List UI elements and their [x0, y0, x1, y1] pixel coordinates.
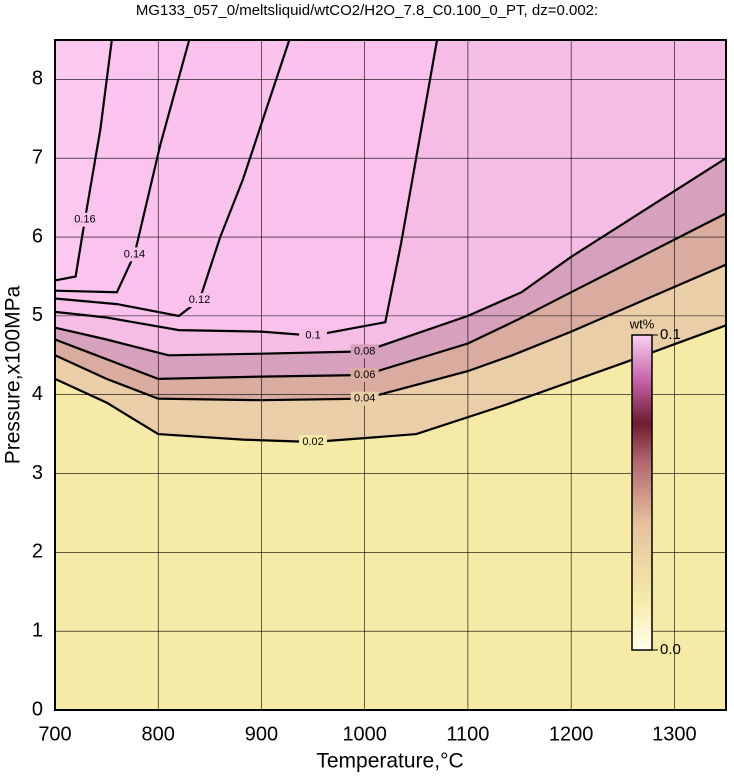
contour-label: 0.02	[302, 436, 323, 448]
y-axis-label: Pressure,x100MPa	[2, 285, 25, 464]
contour-label: 0.08	[354, 345, 375, 357]
contour-label: 0.04	[354, 393, 375, 405]
contour-label: 0.06	[354, 369, 375, 381]
y-tick-label: 8	[32, 68, 43, 90]
y-tick-label: 5	[32, 304, 43, 326]
y-tick-label: 6	[32, 225, 43, 247]
contour-fill	[55, 325, 726, 710]
contour-label-bg	[350, 368, 379, 382]
contour-label: 0.1	[305, 329, 320, 341]
x-tick-label: 1300	[652, 723, 697, 745]
contour-label-bg	[185, 293, 214, 308]
y-tick-label: 7	[32, 147, 43, 169]
plot-frame	[54, 39, 727, 711]
contour-label-bg	[120, 247, 149, 262]
colorbar-tick-label: 0.0	[660, 641, 681, 658]
y-tick-label: 2	[32, 541, 43, 563]
contour-label: 0.14	[124, 248, 145, 260]
colorbar-label: wt%	[629, 316, 655, 331]
x-axis-label: Temperature,°C	[316, 750, 463, 773]
contour-line	[54, 39, 439, 337]
plot-area: 0.16 0.14 0.12 0.1 0.08 0.06 0.04 0.02	[54, 39, 727, 711]
contour-label-bg	[299, 435, 328, 449]
contour-label: 0.12	[189, 294, 210, 306]
colorbar-tick-label: 0.1	[660, 326, 681, 343]
contour-label-bg	[350, 391, 379, 406]
x-tick-label: 800	[142, 723, 175, 745]
overlay: 700 800 900 1000 1100 1200 1300 0 1 2 3 4 5 6 7 8 wt% 0.0…	[32, 68, 697, 746]
x-tick-label: 700	[38, 723, 71, 745]
y-tick-label: 3	[32, 462, 43, 484]
y-tick-label: 0	[32, 698, 43, 720]
colorbar	[631, 334, 653, 651]
x-tick-label: 1000	[342, 723, 387, 745]
chart-title: MG133_057_0/meltsliquid/wtCO2/H2O_7.8_C0…	[136, 2, 598, 19]
contour-label: 0.16	[74, 214, 95, 226]
x-tick-label: 900	[245, 723, 278, 745]
contour-label-bg	[70, 212, 99, 227]
x-tick-label: 1100	[446, 723, 489, 745]
y-tick-label: 4	[32, 383, 43, 405]
contour-label-bg	[350, 344, 379, 359]
contour-label-bg	[299, 328, 328, 343]
x-tick-label: 1200	[549, 723, 594, 745]
y-tick-label: 1	[32, 619, 43, 641]
